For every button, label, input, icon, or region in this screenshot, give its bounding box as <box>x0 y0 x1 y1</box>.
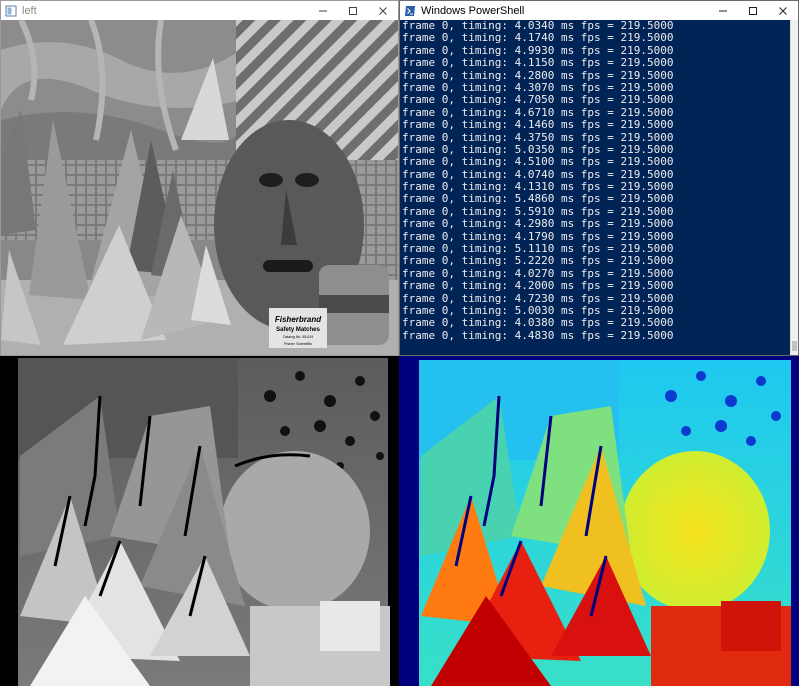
console-line: frame 0, timing: 5.5910 ms fps = 219.500… <box>402 204 674 218</box>
maximize-icon[interactable] <box>738 1 768 20</box>
close-icon[interactable] <box>768 1 798 20</box>
console-line: frame 0, timing: 4.3070 ms fps = 219.500… <box>402 80 674 94</box>
console-line: frame 0, timing: 4.1150 ms fps = 219.500… <box>402 56 674 70</box>
console-line: frame 0, timing: 4.3750 ms fps = 219.500… <box>402 130 674 144</box>
disparity-map-gray <box>0 356 399 686</box>
console-line: frame 0, timing: 4.0270 ms fps = 219.500… <box>402 266 674 280</box>
console-line: frame 0, timing: 4.1310 ms fps = 219.500… <box>402 180 674 194</box>
matchbox-catalog: Catalog No. 05-619 <box>283 335 313 339</box>
disparity-map-color <box>399 356 799 686</box>
console-line: frame 0, timing: 5.2220 ms fps = 219.500… <box>402 254 674 268</box>
console-line: frame 0, timing: 4.0740 ms fps = 219.500… <box>402 167 674 181</box>
console-line: frame 0, timing: 4.2980 ms fps = 219.500… <box>402 217 674 231</box>
console-scroll-thumb[interactable] <box>792 341 797 351</box>
console-line: frame 0, timing: 4.5100 ms fps = 219.500… <box>402 155 674 169</box>
image-window-icon <box>5 5 17 16</box>
close-icon[interactable] <box>368 1 398 20</box>
console-line: frame 0, timing: 4.0380 ms fps = 219.500… <box>402 316 674 330</box>
console-line: frame 0, timing: 5.4860 ms fps = 219.500… <box>402 192 674 206</box>
console-scrollbar[interactable] <box>790 20 798 355</box>
powershell-window[interactable]: Windows PowerShell frame 0, timing: 4.03… <box>399 0 799 356</box>
maximize-icon[interactable] <box>338 1 368 20</box>
console-line: frame 0, timing: 5.0030 ms fps = 219.500… <box>402 303 674 317</box>
console-line: frame 0, timing: 4.2800 ms fps = 219.500… <box>402 68 674 82</box>
console-line: frame 0, timing: 4.1790 ms fps = 219.500… <box>402 229 674 243</box>
console-line: frame 0, timing: 4.7050 ms fps = 219.500… <box>402 93 674 107</box>
left-window-title: left <box>22 4 37 17</box>
console-line: frame 0, timing: 4.1740 ms fps = 219.500… <box>402 31 674 45</box>
console-line: frame 0, timing: 5.0350 ms fps = 219.500… <box>402 142 674 156</box>
console-line: frame 0, timing: 4.6710 ms fps = 219.500… <box>402 105 674 119</box>
matchbox-maker: Fisher Scientific <box>284 341 312 346</box>
console-line: frame 0, timing: 4.7230 ms fps = 219.500… <box>402 291 674 305</box>
console-line: frame 0, timing: 4.2000 ms fps = 219.500… <box>402 279 674 293</box>
left-image-window[interactable]: left <box>0 0 399 356</box>
powershell-titlebar[interactable]: Windows PowerShell <box>400 1 798 20</box>
console-line: frame 0, timing: 4.1460 ms fps = 219.500… <box>402 118 674 132</box>
powershell-icon <box>405 5 415 16</box>
left-stereo-image: Fisherbrand Safety Matches Catalog No. 0… <box>1 20 398 355</box>
minimize-icon[interactable] <box>308 1 338 20</box>
powershell-title: Windows PowerShell <box>421 4 525 17</box>
console-output[interactable]: frame 0, timing: 4.0340 ms fps = 219.500… <box>400 20 791 355</box>
console-line: frame 0, timing: 4.0340 ms fps = 219.500… <box>402 20 674 32</box>
console-line: frame 0, timing: 4.4830 ms fps = 219.500… <box>402 328 674 342</box>
matchbox-brand: Fisherbrand <box>275 315 322 324</box>
matchbox-product: Safety Matches <box>276 327 320 333</box>
console-line: frame 0, timing: 4.9930 ms fps = 219.500… <box>402 43 674 57</box>
minimize-icon[interactable] <box>708 1 738 20</box>
left-window-titlebar[interactable]: left <box>1 1 398 20</box>
console-line: frame 0, timing: 5.1110 ms fps = 219.500… <box>402 242 674 256</box>
